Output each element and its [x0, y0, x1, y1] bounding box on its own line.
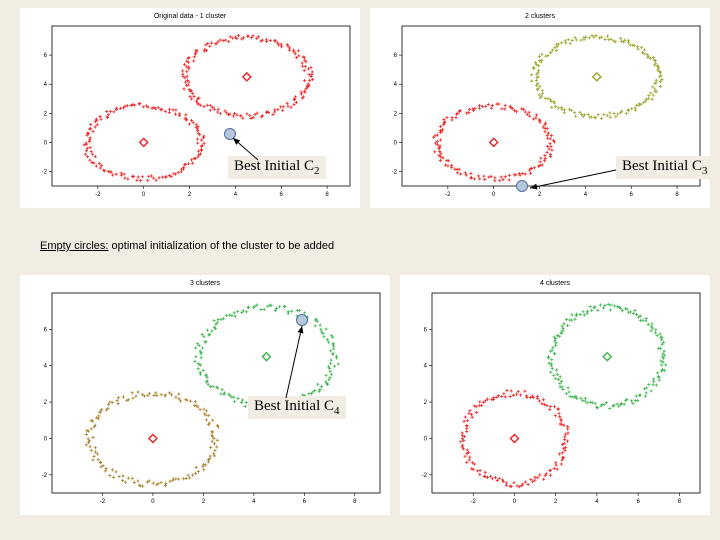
svg-text:8: 8 [325, 192, 329, 198]
svg-text:-2: -2 [445, 192, 451, 198]
chart-bl: 3 clusters -2 0 2 4 6 8 -2 0 2 4 6 [20, 275, 390, 515]
svg-text:-2: -2 [392, 169, 398, 175]
svg-text:-2: -2 [42, 473, 48, 479]
svg-text:-2: -2 [471, 499, 477, 505]
svg-text:4: 4 [584, 192, 588, 198]
svg-text:6: 6 [424, 327, 428, 333]
label-c3-text: Best Initial C [622, 158, 702, 174]
svg-text:0: 0 [44, 140, 48, 146]
svg-text:6: 6 [630, 192, 634, 198]
svg-text:2: 2 [44, 400, 48, 406]
svg-text:4: 4 [394, 82, 398, 88]
panel-bottom-left: 3 clusters -2 0 2 4 6 8 -2 0 2 4 6 [20, 275, 390, 515]
svg-text:2: 2 [538, 192, 542, 198]
svg-text:-2: -2 [42, 169, 48, 175]
svg-text:4: 4 [424, 364, 428, 370]
empty-circle-annotation-tr [516, 180, 528, 192]
label-c4-sub: 4 [334, 405, 340, 417]
svg-text:8: 8 [675, 192, 679, 198]
svg-text:2: 2 [188, 192, 192, 198]
caption: Empty circles: optimal initialization of… [40, 240, 334, 252]
svg-text:0: 0 [492, 192, 496, 198]
svg-text:6: 6 [303, 499, 307, 505]
svg-text:0: 0 [142, 192, 146, 198]
svg-text:0: 0 [151, 499, 155, 505]
label-c2-sub: 2 [314, 165, 320, 177]
svg-text:6: 6 [394, 53, 398, 59]
svg-text:6: 6 [636, 499, 640, 505]
svg-text:2: 2 [554, 499, 558, 505]
svg-text:2: 2 [202, 499, 206, 505]
svg-text:4 clusters: 4 clusters [540, 280, 570, 287]
svg-text:2 clusters: 2 clusters [525, 13, 555, 20]
label-c4-text: Best Initial C [254, 398, 334, 414]
panel-bottom-right: 4 clusters -2 0 2 4 6 8 -2 0 2 4 6 [400, 275, 710, 515]
svg-text:6: 6 [44, 327, 48, 333]
svg-text:2: 2 [44, 111, 48, 117]
svg-text:Original data - 1 cluster: Original data - 1 cluster [154, 13, 227, 20]
svg-text:-2: -2 [100, 499, 106, 505]
svg-text:4: 4 [44, 364, 48, 370]
svg-text:0: 0 [394, 140, 398, 146]
svg-text:0: 0 [424, 436, 428, 442]
caption-prefix: Empty circles: [40, 240, 108, 252]
svg-text:3 clusters: 3 clusters [190, 280, 220, 287]
svg-text:8: 8 [353, 499, 357, 505]
label-best-initial-c2: Best Initial C2 [228, 156, 326, 179]
svg-text:0: 0 [513, 499, 517, 505]
empty-circle-annotation-bl [296, 314, 308, 326]
label-best-initial-c4: Best Initial C4 [248, 396, 346, 419]
svg-text:-2: -2 [422, 473, 428, 479]
svg-text:4: 4 [252, 499, 256, 505]
svg-text:4: 4 [44, 82, 48, 88]
svg-text:6: 6 [280, 192, 284, 198]
label-best-initial-c3: Best Initial C3 [616, 156, 714, 179]
svg-text:0: 0 [44, 436, 48, 442]
empty-circle-annotation-tl [224, 128, 236, 140]
svg-text:8: 8 [678, 499, 682, 505]
label-c3-sub: 3 [702, 165, 708, 177]
svg-text:6: 6 [44, 53, 48, 59]
chart-br: 4 clusters -2 0 2 4 6 8 -2 0 2 4 6 [400, 275, 710, 515]
svg-text:2: 2 [394, 111, 398, 117]
svg-text:4: 4 [595, 499, 599, 505]
svg-text:2: 2 [424, 400, 428, 406]
svg-text:4: 4 [234, 192, 238, 198]
label-c2-text: Best Initial C [234, 158, 314, 174]
svg-text:-2: -2 [95, 192, 101, 198]
caption-rest: optimal initialization of the cluster to… [108, 240, 334, 252]
